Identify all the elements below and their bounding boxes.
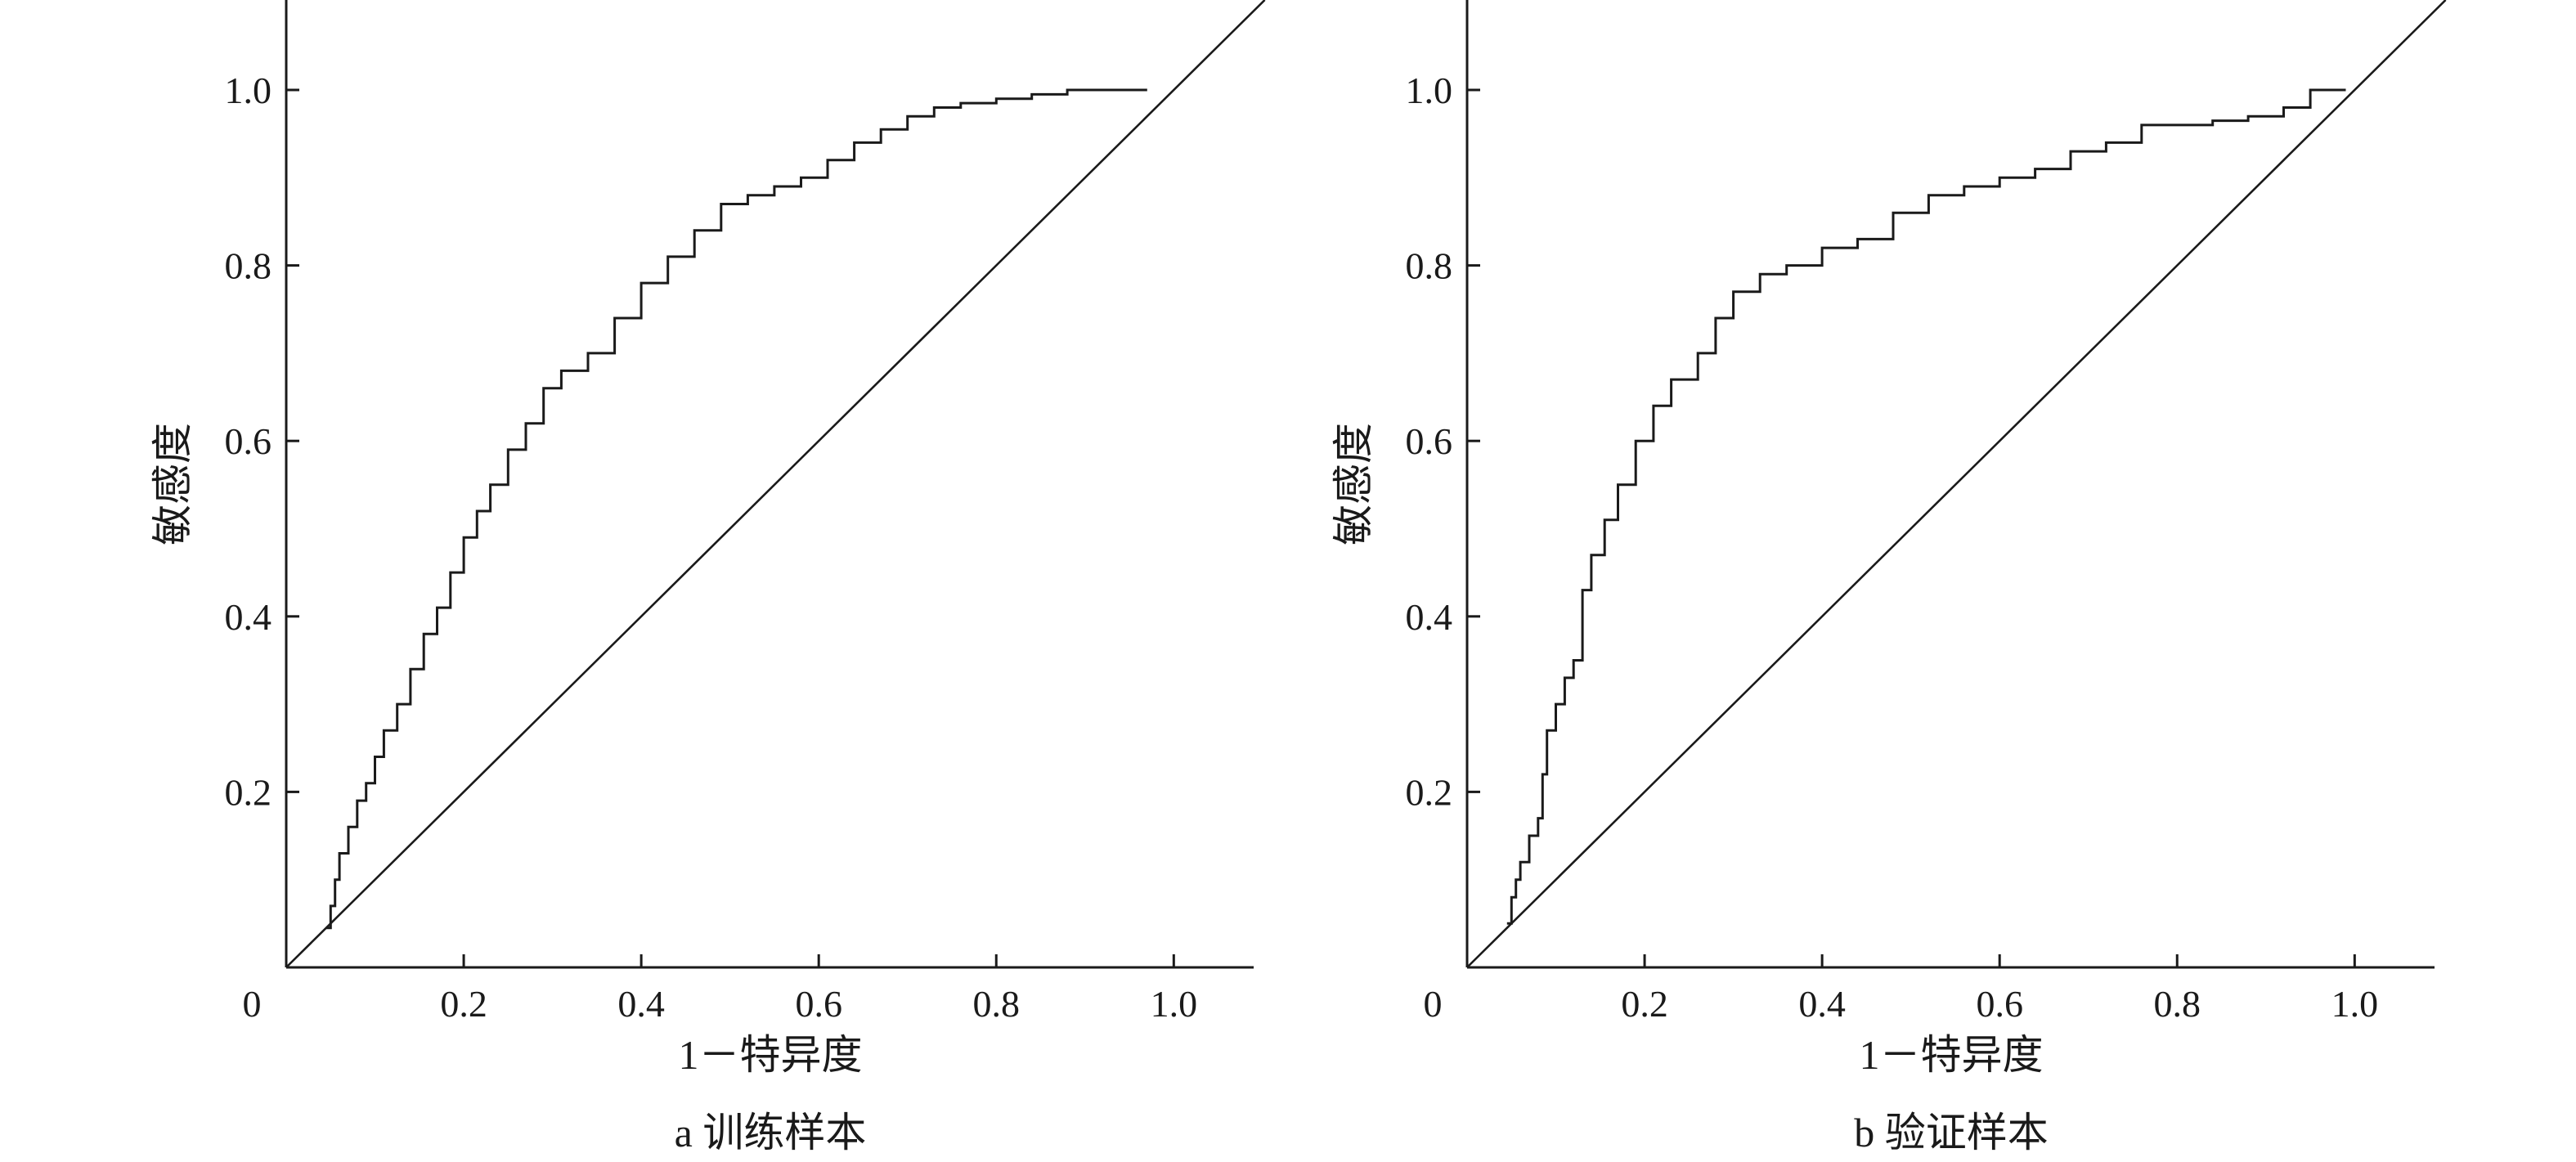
x-tick-labels: 0 0.2 0.4 0.6 0.8 1.0 xyxy=(1424,983,2379,1025)
y-tick-label: 1.0 xyxy=(1406,70,1453,111)
y-tick-label: 0.8 xyxy=(1406,245,1453,287)
y-tick-label: 0.2 xyxy=(225,771,272,813)
y-axis-label: 敏感度 xyxy=(1331,423,1376,545)
reference-diagonal-line xyxy=(285,0,1266,968)
y-tick-marks xyxy=(1467,88,1480,793)
x-tick-label: 0.8 xyxy=(2154,983,2201,1025)
y-tick-label: 0.8 xyxy=(225,245,272,287)
x-tick-label: 0.2 xyxy=(1621,983,1668,1025)
x-axis-label: 1－特异度 xyxy=(679,1032,863,1078)
y-tick-labels: 0.2 0.4 0.6 0.8 1.0 xyxy=(1406,70,1453,813)
y-axis-label: 敏感度 xyxy=(150,423,195,545)
y-tick-label: 0.4 xyxy=(1406,596,1453,638)
panel-a-training: 0 0.2 0.4 0.6 0.8 1.0 0.2 0.4 0.6 0.8 1.0 1－特异度 敏… xyxy=(150,0,1266,1155)
x-tick-label: 0.6 xyxy=(795,983,842,1025)
y-tick-label: 0.4 xyxy=(225,596,272,638)
x-tick-label: 1.0 xyxy=(2331,983,2379,1025)
roc-curve-training xyxy=(325,88,1147,930)
x-tick-label: 1.0 xyxy=(1151,983,1198,1025)
y-tick-label: 0.6 xyxy=(1406,420,1453,462)
y-tick-labels: 0.2 0.4 0.6 0.8 1.0 xyxy=(225,70,272,813)
y-tick-marks xyxy=(286,88,299,793)
x-tick-label: 0.4 xyxy=(617,983,665,1025)
y-tick-label: 0.2 xyxy=(1406,771,1453,813)
x-tick-label: 0 xyxy=(1424,983,1443,1025)
x-tick-marks xyxy=(462,954,1175,967)
y-tick-label: 1.0 xyxy=(225,70,272,111)
x-axis-label: 1－特异度 xyxy=(1860,1032,2044,1078)
reference-diagonal-line xyxy=(1466,0,2447,968)
panel-caption-b: b 验证样本 xyxy=(1854,1110,2049,1155)
x-tick-label: 0.4 xyxy=(1798,983,1846,1025)
panel-b-validation: 0 0.2 0.4 0.6 0.8 1.0 0.2 0.4 0.6 0.8 1.0 1－特异度 敏… xyxy=(1331,0,2447,1155)
y-tick-label: 0.6 xyxy=(225,420,272,462)
x-tick-label: 0.8 xyxy=(973,983,1021,1025)
roc-curve-validation xyxy=(1506,88,2346,925)
x-tick-label: 0 xyxy=(243,983,262,1025)
x-tick-marks xyxy=(1643,954,2356,967)
x-tick-label: 0.6 xyxy=(1976,983,2023,1025)
panel-caption-a: a 训练样本 xyxy=(675,1110,867,1155)
x-tick-labels: 0 0.2 0.4 0.6 0.8 1.0 xyxy=(243,983,1198,1025)
x-tick-label: 0.2 xyxy=(440,983,487,1025)
